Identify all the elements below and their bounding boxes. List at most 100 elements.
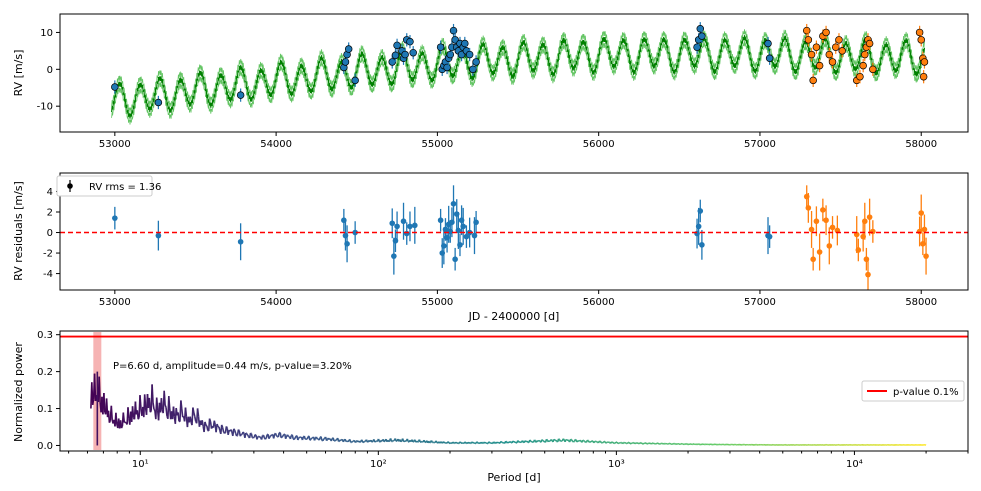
periodogram-segment [254, 433, 257, 436]
rv-point [436, 43, 445, 51]
periodogram-segment [710, 443, 713, 446]
periodogram-segment [206, 425, 209, 431]
periodogram-segment [388, 440, 391, 443]
periodogram-segment [614, 441, 617, 444]
rv-point [807, 50, 816, 59]
periodogram-segment [347, 440, 350, 443]
rv-point [393, 41, 401, 50]
x-tick-label: 58000 [905, 297, 937, 308]
y-tick-label: 0.3 [37, 330, 53, 341]
periodogram-segment [276, 435, 278, 438]
residual-point [237, 238, 244, 245]
periodogram-segment [634, 442, 637, 445]
residual-point [389, 220, 396, 227]
periodogram-segment [313, 437, 317, 441]
rv-point [917, 36, 925, 44]
periodogram-axis-ticks: 10¹ 10² 10³ 10⁴ 0.0 0.1 0.2 0.3 [37, 330, 969, 470]
periodogram-segment [678, 443, 681, 446]
periodogram-segment [599, 440, 602, 444]
periodogram-segment [500, 440, 503, 444]
periodogram-segment [664, 442, 667, 445]
periodogram-segment [493, 441, 496, 444]
rv-point [802, 26, 811, 35]
periodogram-segment [213, 420, 216, 425]
rv-ylabel: RV [m/s] [12, 50, 25, 97]
periodogram-segment [155, 397, 159, 411]
periodogram-segment [525, 440, 528, 443]
periodogram-segment [91, 399, 95, 406]
periodogram-segment [562, 438, 565, 441]
periodogram-segment [256, 436, 259, 440]
periodogram-segment [530, 440, 533, 443]
x-tick-label: 10¹ [132, 459, 149, 470]
periodogram-segment [354, 441, 357, 444]
x-tick-label: 55000 [421, 297, 453, 308]
periodogram-segment [303, 435, 306, 440]
periodogram-segment [638, 442, 641, 445]
rv-point [443, 63, 451, 72]
y-tick-label: 10 [40, 28, 53, 39]
residual-point [450, 200, 457, 207]
periodogram-segment [325, 438, 329, 442]
periodogram-segment [172, 406, 176, 417]
periodogram-segment [611, 441, 614, 444]
periodogram-segment [558, 438, 561, 441]
periodogram-segment [201, 420, 204, 427]
periodogram-segment [643, 442, 646, 445]
periodogram-segment [518, 441, 521, 444]
residual-point [699, 242, 705, 248]
residual-point [697, 208, 704, 214]
periodogram-segment [430, 440, 434, 443]
periodogram-segment [553, 438, 556, 441]
periodogram-segment [239, 434, 242, 437]
rv-point [815, 61, 824, 70]
rv-point [465, 50, 474, 59]
periodogram-segment [509, 440, 512, 443]
periodogram-segment [456, 442, 459, 445]
periodogram-segment [574, 438, 577, 441]
periodogram-segment [189, 416, 192, 423]
rv-point [409, 48, 417, 57]
periodogram-segment [350, 440, 354, 443]
periodogram-segment [250, 432, 252, 435]
residuals-xlabel: JD - 2400000 [d] [468, 310, 560, 323]
periodogram-segment [418, 439, 422, 443]
periodogram-segment [323, 437, 326, 440]
residual-point [820, 207, 826, 213]
periodogram-segment [485, 442, 488, 445]
periodogram-segment [269, 435, 272, 438]
residual-point [394, 223, 400, 230]
periodogram-segment [374, 440, 377, 443]
y-tick-label: 0.1 [37, 404, 53, 415]
periodogram-segment [690, 443, 693, 446]
residual-point [391, 253, 397, 259]
periodogram-segment [693, 443, 696, 446]
periodogram-segment [164, 404, 167, 408]
periodogram-segment [521, 440, 524, 443]
rv-point [822, 28, 830, 37]
periodogram-segment [602, 440, 605, 444]
periodogram-segment [181, 408, 184, 418]
residual-point [823, 217, 829, 224]
periodogram-segment [505, 440, 508, 443]
periodogram-segment [739, 443, 741, 446]
rv-point [469, 65, 477, 74]
periodogram-segment [152, 402, 155, 410]
periodogram-segment [222, 431, 226, 434]
rv-point [391, 51, 400, 60]
residual-point [865, 271, 871, 278]
periodogram-segment [650, 442, 653, 445]
periodogram-segment [120, 425, 124, 429]
periodogram-segment [448, 442, 451, 445]
periodogram-segment [541, 439, 544, 442]
periodogram-segment [289, 435, 293, 440]
model-lower-envelope [111, 41, 925, 125]
periodogram-segment [151, 384, 154, 403]
residual-data-points [112, 185, 929, 290]
periodogram-segment [681, 442, 684, 445]
periodogram-segment [565, 438, 568, 441]
periodogram-segment [233, 428, 236, 431]
periodogram-segment [225, 426, 229, 429]
periodogram-segment [242, 431, 245, 434]
residuals-legend: RV rms = 1.36 [56, 175, 161, 197]
